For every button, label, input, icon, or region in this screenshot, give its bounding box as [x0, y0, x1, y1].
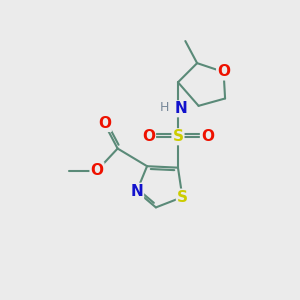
Text: S: S — [172, 129, 184, 144]
Text: O: O — [98, 116, 111, 131]
Text: N: N — [130, 184, 143, 199]
Text: O: O — [201, 129, 214, 144]
Text: H: H — [160, 101, 169, 114]
Text: S: S — [177, 190, 188, 205]
Text: N: N — [175, 101, 187, 116]
Text: O: O — [91, 163, 103, 178]
Text: O: O — [142, 129, 155, 144]
Text: O: O — [217, 64, 230, 80]
